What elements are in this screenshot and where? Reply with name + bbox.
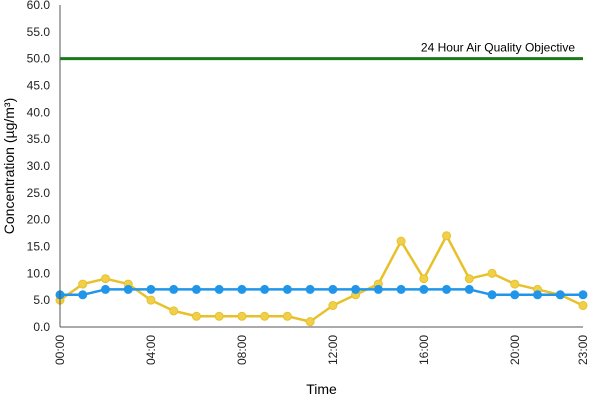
series-2-point <box>555 290 565 300</box>
series-2-point <box>78 290 88 300</box>
x-tick-label: 12:00 <box>326 335 340 365</box>
series-1-point <box>169 306 179 316</box>
series-2-point <box>214 284 224 294</box>
y-tick-label: 50.0 <box>27 52 51 66</box>
x-axis-title: Time <box>306 381 337 397</box>
y-tick-label: 60.0 <box>27 0 51 12</box>
y-tick-label: 15.0 <box>27 240 51 254</box>
series-1-point <box>578 301 588 311</box>
y-tick-label: 10.0 <box>27 266 51 280</box>
x-tick-label: 20:00 <box>508 335 522 365</box>
series-2-point <box>305 284 315 294</box>
x-tick-label: 00:00 <box>53 335 67 365</box>
y-tick-label: 5.0 <box>33 293 50 307</box>
series-2-point <box>146 284 156 294</box>
series-2-point <box>487 290 497 300</box>
x-tick-label: 08:00 <box>235 335 249 365</box>
y-tick-label: 30.0 <box>27 159 51 173</box>
series-2-point <box>260 284 270 294</box>
series-2-point <box>578 290 588 300</box>
series-1-point <box>487 268 497 278</box>
series-2-point <box>191 284 201 294</box>
y-tick-label: 0.0 <box>33 320 50 334</box>
series-1-point <box>260 311 270 321</box>
series-group <box>55 231 588 327</box>
reference-line-group: 24 Hour Air Quality Objective <box>60 41 583 61</box>
series-1-point <box>464 274 474 284</box>
series-2-point <box>100 284 110 294</box>
series-1-point <box>100 274 110 284</box>
series-2-point <box>282 284 292 294</box>
series-2-point <box>373 284 383 294</box>
y-tick-label: 25.0 <box>27 186 51 200</box>
y-tick-label: 40.0 <box>27 105 51 119</box>
series-2-point <box>464 284 474 294</box>
series-2-point <box>442 284 452 294</box>
x-tick-labels: 00:00 04:00 08:00 12:00 16:00 20:00 23:00 <box>53 335 590 365</box>
series-1-point <box>396 236 406 246</box>
series-1-point <box>305 317 315 327</box>
y-tick-label: 55.0 <box>27 25 51 39</box>
series-1-point <box>191 311 201 321</box>
x-tick-label: 16:00 <box>417 335 431 365</box>
y-tick-label: 20.0 <box>27 213 51 227</box>
series-2-point <box>169 284 179 294</box>
x-tick-label: 04:00 <box>144 335 158 365</box>
y-tick-label: 45.0 <box>27 79 51 93</box>
x-tick-label: 23:00 <box>576 335 590 365</box>
series-2-point <box>533 290 543 300</box>
series-2-point <box>396 284 406 294</box>
series-1-point <box>328 301 338 311</box>
series-1-point <box>214 311 224 321</box>
series-2-point <box>123 284 133 294</box>
series-2-point <box>328 284 338 294</box>
series-1-point <box>237 311 247 321</box>
series-1-point <box>282 311 292 321</box>
reference-line-label: 24 Hour Air Quality Objective <box>421 41 575 55</box>
series-1-point <box>146 295 156 305</box>
series-2-point <box>351 284 361 294</box>
series-2-point <box>510 290 520 300</box>
series-1-point <box>510 279 520 289</box>
y-tick-labels: 0.0 5.0 10.0 15.0 20.0 25.0 30.0 35.0 40.0 45.0 50… <box>27 0 51 334</box>
series-1-point <box>78 279 88 289</box>
y-tick-label: 35.0 <box>27 132 51 146</box>
series-2-point <box>237 284 247 294</box>
series-2-point <box>419 284 429 294</box>
series-1-point <box>419 274 429 284</box>
series-1-line <box>59 234 584 323</box>
y-axis-title: Concentration (µg/m³) <box>1 98 17 234</box>
series-1-point <box>442 231 452 241</box>
